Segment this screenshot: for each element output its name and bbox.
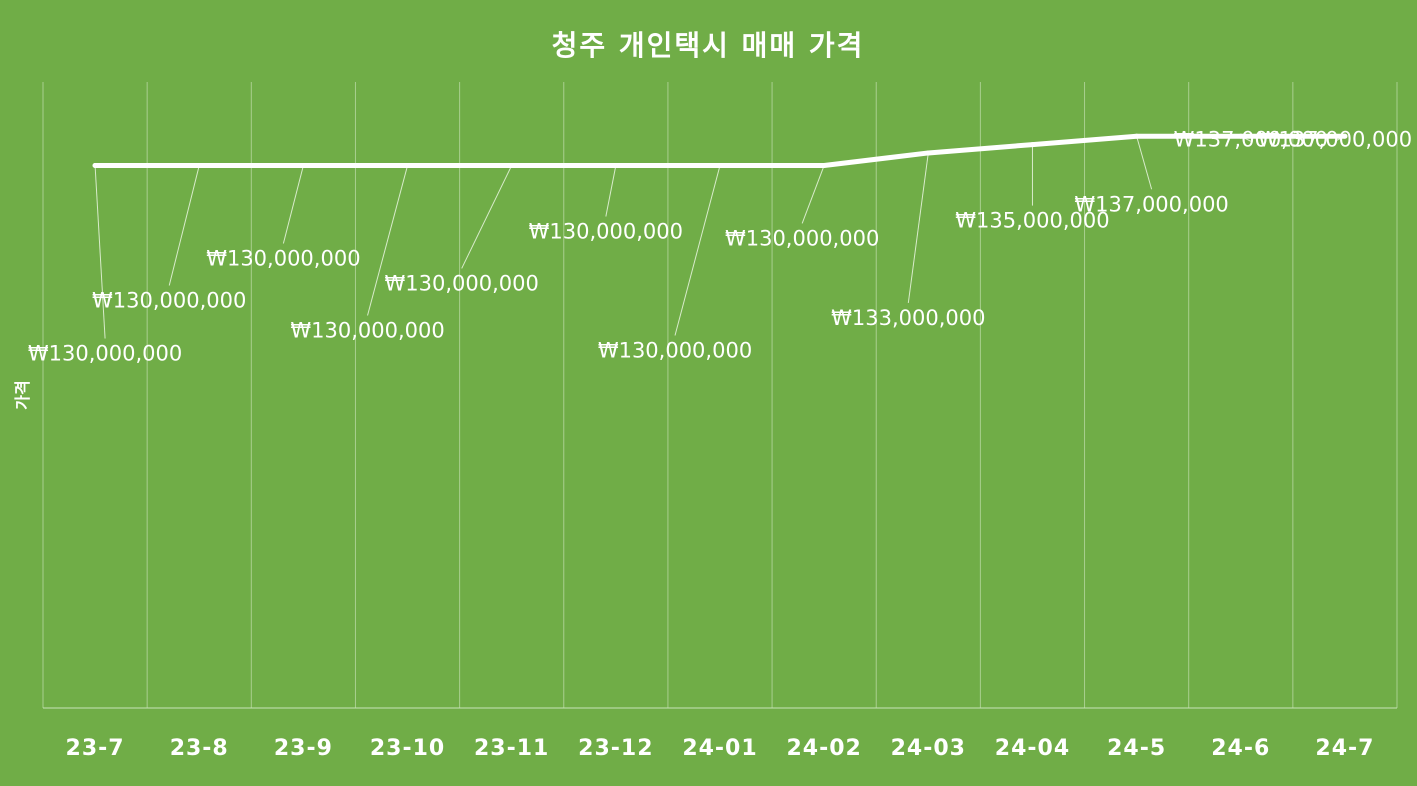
series-line xyxy=(92,133,1348,168)
leader-line xyxy=(907,152,929,304)
leader-line xyxy=(801,165,825,224)
chart-title: 청주 개인택시 매매 가격 xyxy=(552,29,865,62)
data-label: ₩130,000,000 xyxy=(529,219,683,243)
data-point xyxy=(196,162,202,168)
leader-line xyxy=(168,165,200,286)
x-tick-label: 23-11 xyxy=(474,736,549,761)
x-tick-label: 24-7 xyxy=(1315,736,1374,761)
x-tick-label: 24-01 xyxy=(682,736,757,761)
data-point xyxy=(405,162,411,168)
x-tick-label: 23-10 xyxy=(370,736,445,761)
leader-line xyxy=(282,165,304,244)
data-point xyxy=(300,162,306,168)
x-tick-label: 24-5 xyxy=(1107,736,1166,761)
x-tick-label: 24-6 xyxy=(1211,736,1270,761)
data-label: ₩133,000,000 xyxy=(831,306,985,330)
y-axis-title: 가격 xyxy=(13,380,32,409)
data-point xyxy=(1134,133,1140,139)
data-label: ₩130,000,000 xyxy=(290,318,444,342)
data-labels: ₩130,000,000 ₩130,000,000 ₩130,000,000 ₩130… xyxy=(28,127,1412,365)
data-label: ₩137,000,000 xyxy=(1258,127,1412,151)
x-tick-label: 24-04 xyxy=(995,736,1070,761)
leader-line xyxy=(461,165,513,269)
data-label: ₩130,000,000 xyxy=(725,226,879,250)
data-label: ₩130,000,000 xyxy=(28,341,182,365)
data-point xyxy=(509,162,515,168)
series-line-group xyxy=(92,133,1348,168)
data-point xyxy=(1029,142,1035,148)
data-label: ₩135,000,000 xyxy=(955,209,1109,233)
leader-line xyxy=(1136,136,1153,190)
data-label: ₩137,000,000 xyxy=(1174,127,1328,151)
data-label: ₩130,000,000 xyxy=(598,338,752,362)
x-axis-ticks: 23-7 23-8 23-9 23-10 23-11 23-12 24-01 24-02 24-… xyxy=(66,736,1374,761)
data-point xyxy=(1342,133,1348,139)
data-point xyxy=(717,162,723,168)
x-tick-label: 23-8 xyxy=(170,736,229,761)
data-point xyxy=(613,162,619,168)
leader-lines xyxy=(94,135,1346,339)
data-point xyxy=(92,162,98,168)
x-tick-label: 24-02 xyxy=(786,736,861,761)
data-point xyxy=(821,162,827,168)
leader-line xyxy=(367,165,409,316)
data-label: ₩130,000,000 xyxy=(206,246,360,270)
x-tick-label: 23-12 xyxy=(578,736,653,761)
data-label: ₩130,000,000 xyxy=(385,271,539,295)
leader-line xyxy=(605,165,617,217)
x-tick-label: 23-7 xyxy=(66,736,125,761)
data-point xyxy=(1238,133,1244,139)
leader-line xyxy=(94,165,106,339)
gridlines xyxy=(42,82,1398,708)
data-label: ₩130,000,000 xyxy=(92,288,246,312)
x-tick-label: 23-9 xyxy=(274,736,333,761)
data-point xyxy=(925,150,931,156)
leader-line xyxy=(674,165,721,336)
data-label: ₩137,000,000 xyxy=(1074,192,1228,216)
x-tick-label: 24-03 xyxy=(891,736,966,761)
